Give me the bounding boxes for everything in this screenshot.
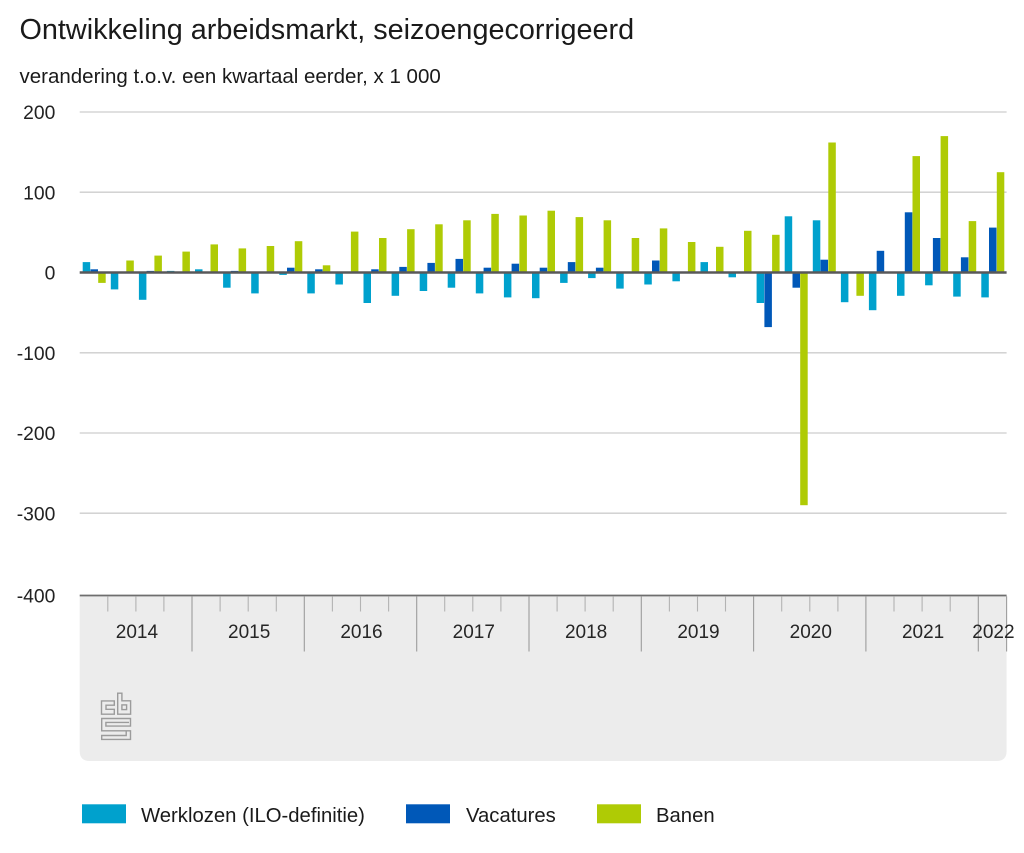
- svg-text:verandering t.o.v. een kwartaa: verandering t.o.v. een kwartaal eerder, …: [20, 65, 441, 88]
- svg-text:0: 0: [45, 264, 56, 285]
- svg-text:2022: 2022: [972, 622, 1014, 643]
- svg-text:2015: 2015: [228, 622, 270, 643]
- svg-text:Werklozen (ILO-definitie): Werklozen (ILO-definitie): [141, 805, 365, 827]
- svg-text:2020: 2020: [790, 622, 832, 643]
- svg-text:-100: -100: [17, 344, 56, 365]
- svg-text:200: 200: [23, 103, 55, 124]
- svg-text:Ontwikkeling arbeidsmarkt, sei: Ontwikkeling arbeidsmarkt, seizoengecorr…: [20, 14, 635, 46]
- svg-text:2019: 2019: [677, 622, 719, 643]
- svg-text:-400: -400: [17, 587, 56, 608]
- svg-text:2017: 2017: [453, 622, 495, 643]
- svg-text:100: 100: [23, 183, 55, 204]
- svg-text:-300: -300: [17, 504, 56, 525]
- svg-text:2021: 2021: [902, 622, 944, 643]
- svg-text:-200: -200: [17, 424, 56, 445]
- svg-text:Banen: Banen: [656, 805, 715, 827]
- svg-text:2016: 2016: [340, 622, 382, 643]
- svg-text:2014: 2014: [116, 622, 159, 643]
- svg-text:2018: 2018: [565, 622, 607, 643]
- svg-text:Vacatures: Vacatures: [466, 805, 556, 827]
